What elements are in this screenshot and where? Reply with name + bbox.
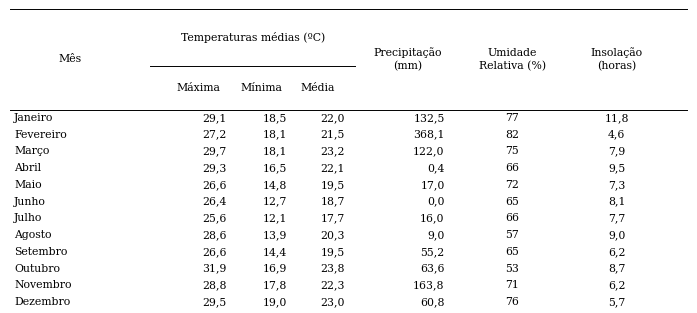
Text: 5,7: 5,7 bbox=[608, 297, 625, 307]
Text: 77: 77 bbox=[505, 113, 519, 123]
Text: 12,7: 12,7 bbox=[263, 197, 287, 207]
Text: 9,0: 9,0 bbox=[427, 230, 445, 240]
Text: 26,6: 26,6 bbox=[202, 247, 227, 257]
Text: 7,9: 7,9 bbox=[608, 146, 625, 156]
Text: 26,4: 26,4 bbox=[202, 197, 227, 207]
Text: Abril: Abril bbox=[14, 163, 41, 173]
Text: 23,0: 23,0 bbox=[321, 297, 345, 307]
Text: 76: 76 bbox=[505, 297, 519, 307]
Text: Novembro: Novembro bbox=[14, 280, 71, 290]
Text: Precipitação
(mm): Precipitação (mm) bbox=[374, 48, 442, 71]
Text: 18,1: 18,1 bbox=[263, 146, 287, 156]
Text: Insolação
(horas): Insolação (horas) bbox=[591, 48, 643, 71]
Text: 19,0: 19,0 bbox=[263, 297, 287, 307]
Text: 57: 57 bbox=[505, 230, 519, 240]
Text: 6,2: 6,2 bbox=[608, 280, 626, 290]
Text: 0,4: 0,4 bbox=[427, 163, 445, 173]
Text: Outubro: Outubro bbox=[14, 264, 60, 274]
Text: Janeiro: Janeiro bbox=[14, 113, 53, 123]
Text: Agosto: Agosto bbox=[14, 230, 52, 240]
Text: 55,2: 55,2 bbox=[420, 247, 445, 257]
Text: 12,1: 12,1 bbox=[263, 213, 287, 223]
Text: 60,8: 60,8 bbox=[420, 297, 445, 307]
Text: 31,9: 31,9 bbox=[202, 264, 227, 274]
Text: 13,9: 13,9 bbox=[263, 230, 287, 240]
Text: 16,5: 16,5 bbox=[263, 163, 287, 173]
Text: 17,8: 17,8 bbox=[263, 280, 287, 290]
Text: 20,3: 20,3 bbox=[321, 230, 345, 240]
Text: 9,0: 9,0 bbox=[608, 230, 625, 240]
Text: 8,1: 8,1 bbox=[608, 197, 626, 207]
Text: 28,6: 28,6 bbox=[202, 230, 227, 240]
Text: 7,3: 7,3 bbox=[608, 180, 625, 190]
Text: 11,8: 11,8 bbox=[604, 113, 629, 123]
Text: 17,7: 17,7 bbox=[321, 213, 345, 223]
Text: 29,1: 29,1 bbox=[202, 113, 227, 123]
Text: 26,6: 26,6 bbox=[202, 180, 227, 190]
Text: 66: 66 bbox=[505, 213, 519, 223]
Text: 29,3: 29,3 bbox=[202, 163, 227, 173]
Text: 16,0: 16,0 bbox=[420, 213, 445, 223]
Text: Média: Média bbox=[300, 83, 335, 93]
Text: Julho: Julho bbox=[14, 213, 43, 223]
Text: Fevereiro: Fevereiro bbox=[14, 130, 67, 140]
Text: 25,6: 25,6 bbox=[202, 213, 227, 223]
Text: Maio: Maio bbox=[14, 180, 42, 190]
Text: 23,2: 23,2 bbox=[321, 146, 345, 156]
Text: 29,7: 29,7 bbox=[202, 146, 227, 156]
Text: Umidade
Relativa (%): Umidade Relativa (%) bbox=[479, 48, 546, 71]
Text: 29,5: 29,5 bbox=[202, 297, 227, 307]
Text: 122,0: 122,0 bbox=[413, 146, 445, 156]
Text: 22,0: 22,0 bbox=[321, 113, 345, 123]
Text: 4,6: 4,6 bbox=[608, 130, 625, 140]
Text: 18,1: 18,1 bbox=[263, 130, 287, 140]
Text: Junho: Junho bbox=[14, 197, 46, 207]
Text: 71: 71 bbox=[505, 280, 519, 290]
Text: 72: 72 bbox=[505, 180, 519, 190]
Text: 19,5: 19,5 bbox=[321, 180, 345, 190]
Text: Março: Março bbox=[14, 146, 49, 156]
Text: 23,8: 23,8 bbox=[321, 264, 345, 274]
Text: 18,7: 18,7 bbox=[321, 197, 345, 207]
Text: 18,5: 18,5 bbox=[263, 113, 287, 123]
Text: 27,2: 27,2 bbox=[202, 130, 227, 140]
Text: 22,1: 22,1 bbox=[321, 163, 345, 173]
Text: 16,9: 16,9 bbox=[263, 264, 287, 274]
Text: Dezembro: Dezembro bbox=[14, 297, 70, 307]
Text: 0,0: 0,0 bbox=[427, 197, 445, 207]
Text: 14,4: 14,4 bbox=[263, 247, 287, 257]
Text: 65: 65 bbox=[505, 247, 519, 257]
Text: Mínima: Mínima bbox=[240, 83, 282, 93]
Text: 7,7: 7,7 bbox=[608, 213, 625, 223]
Text: 82: 82 bbox=[505, 130, 519, 140]
Text: 21,5: 21,5 bbox=[321, 130, 345, 140]
Text: 66: 66 bbox=[505, 163, 519, 173]
Text: 53: 53 bbox=[505, 264, 519, 274]
Text: 19,5: 19,5 bbox=[321, 247, 345, 257]
Text: 17,0: 17,0 bbox=[420, 180, 445, 190]
Text: 8,7: 8,7 bbox=[608, 264, 625, 274]
Text: Setembro: Setembro bbox=[14, 247, 68, 257]
Text: 75: 75 bbox=[505, 146, 519, 156]
Text: Temperaturas médias (ºC): Temperaturas médias (ºC) bbox=[181, 32, 325, 43]
Text: 9,5: 9,5 bbox=[608, 163, 625, 173]
Text: 65: 65 bbox=[505, 197, 519, 207]
Text: 163,8: 163,8 bbox=[413, 280, 445, 290]
Text: 63,6: 63,6 bbox=[420, 264, 445, 274]
Text: Mês: Mês bbox=[58, 54, 82, 64]
Text: 368,1: 368,1 bbox=[413, 130, 445, 140]
Text: Máxima: Máxima bbox=[177, 83, 220, 93]
Text: 6,2: 6,2 bbox=[608, 247, 626, 257]
Text: 22,3: 22,3 bbox=[321, 280, 345, 290]
Text: 132,5: 132,5 bbox=[413, 113, 445, 123]
Text: 28,8: 28,8 bbox=[202, 280, 227, 290]
Text: 14,8: 14,8 bbox=[263, 180, 287, 190]
